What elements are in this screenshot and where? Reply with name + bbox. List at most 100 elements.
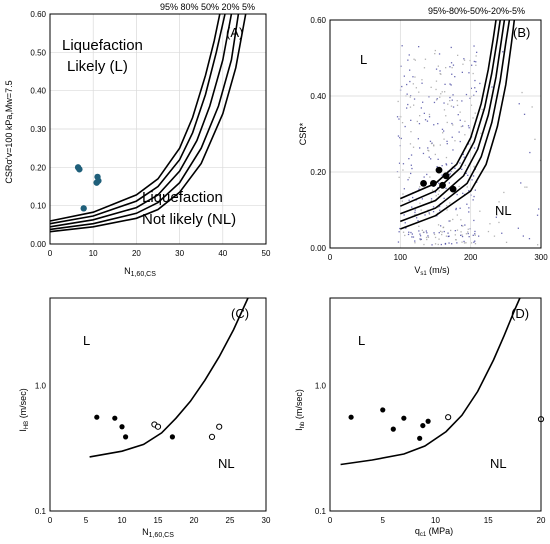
background-point <box>472 117 474 119</box>
background-point <box>445 163 447 165</box>
x-tick-label: 0 <box>328 253 333 262</box>
background-point <box>434 243 437 245</box>
background-point <box>473 195 475 198</box>
background-point <box>414 76 416 78</box>
background-point <box>434 153 436 156</box>
background-point <box>479 82 481 85</box>
x-tick-label: 40 <box>218 249 227 258</box>
background-point <box>412 146 415 148</box>
background-point <box>446 143 448 145</box>
background-point <box>452 64 455 66</box>
background-point <box>501 232 503 234</box>
background-point <box>459 140 461 143</box>
background-point <box>397 135 400 137</box>
background-point <box>439 230 442 232</box>
background-point <box>412 83 414 85</box>
background-point <box>426 232 428 234</box>
background-point <box>446 140 448 142</box>
background-point <box>418 91 420 93</box>
background-point <box>425 230 427 232</box>
background-point <box>452 94 454 96</box>
background-point <box>475 55 477 57</box>
background-point <box>448 242 450 244</box>
background-point <box>455 208 457 211</box>
y-tick-label: 0.30 <box>30 125 46 134</box>
background-point <box>423 243 425 246</box>
background-point <box>400 137 402 140</box>
background-point <box>423 112 425 114</box>
background-point <box>438 182 440 184</box>
curve-50pct <box>49 13 233 228</box>
background-point <box>461 100 463 102</box>
data-point <box>420 180 427 187</box>
background-point <box>403 75 405 77</box>
background-point <box>398 162 401 164</box>
y-tick-label: 1.0 <box>35 382 47 391</box>
background-point <box>524 186 526 188</box>
background-point <box>463 58 465 60</box>
background-point <box>438 232 440 234</box>
background-point <box>449 66 451 68</box>
background-point <box>421 79 423 81</box>
background-point <box>474 189 476 191</box>
data-point <box>439 181 446 189</box>
background-point <box>481 108 483 111</box>
curve-95pct <box>49 13 221 222</box>
background-point <box>444 91 446 93</box>
curve-20pct <box>49 13 240 231</box>
background-point <box>454 76 456 78</box>
background-point <box>475 61 477 63</box>
background-point <box>473 45 475 47</box>
background-point <box>470 104 473 106</box>
background-point <box>526 186 528 188</box>
background-point <box>465 93 468 96</box>
data-point <box>80 205 87 212</box>
background-point <box>446 209 448 211</box>
background-point <box>433 124 435 126</box>
background-point <box>433 232 435 234</box>
background-point <box>471 179 473 181</box>
background-point <box>463 240 465 243</box>
background-point <box>452 149 454 151</box>
background-point <box>409 69 411 71</box>
filled-point <box>348 414 354 420</box>
background-point <box>469 59 471 62</box>
background-point <box>412 76 414 78</box>
background-point <box>468 211 470 213</box>
background-point <box>457 114 459 116</box>
background-point <box>472 72 474 75</box>
background-point <box>445 235 448 237</box>
background-point <box>408 176 410 179</box>
x-tick-label: 30 <box>262 516 271 525</box>
background-point <box>421 198 423 200</box>
background-point <box>461 235 464 238</box>
background-point <box>435 99 438 101</box>
background-point <box>520 182 522 184</box>
panel-label: (B) <box>513 25 530 40</box>
background-point <box>435 195 437 197</box>
background-point <box>445 164 448 166</box>
background-point <box>451 122 453 125</box>
background-point <box>468 207 470 209</box>
background-point <box>531 106 533 108</box>
background-point <box>440 73 442 75</box>
background-point <box>460 234 462 236</box>
background-point <box>422 152 425 155</box>
background-point <box>440 225 442 227</box>
background-point <box>474 87 476 89</box>
background-point <box>404 234 406 237</box>
x-tick-label: 5 <box>84 516 89 525</box>
background-point <box>402 163 405 165</box>
x-tick-label: 5 <box>381 516 386 525</box>
background-point <box>423 67 426 69</box>
background-point <box>476 51 478 53</box>
background-point <box>407 103 409 106</box>
background-point <box>467 231 469 233</box>
background-point <box>428 212 430 214</box>
background-point <box>415 213 417 216</box>
background-point <box>440 243 442 246</box>
y-axis-label: CSRσ'v=100 kPa,Mw=7.5 <box>4 80 14 183</box>
background-point <box>441 165 443 167</box>
background-point <box>491 86 493 88</box>
background-point <box>401 45 403 47</box>
